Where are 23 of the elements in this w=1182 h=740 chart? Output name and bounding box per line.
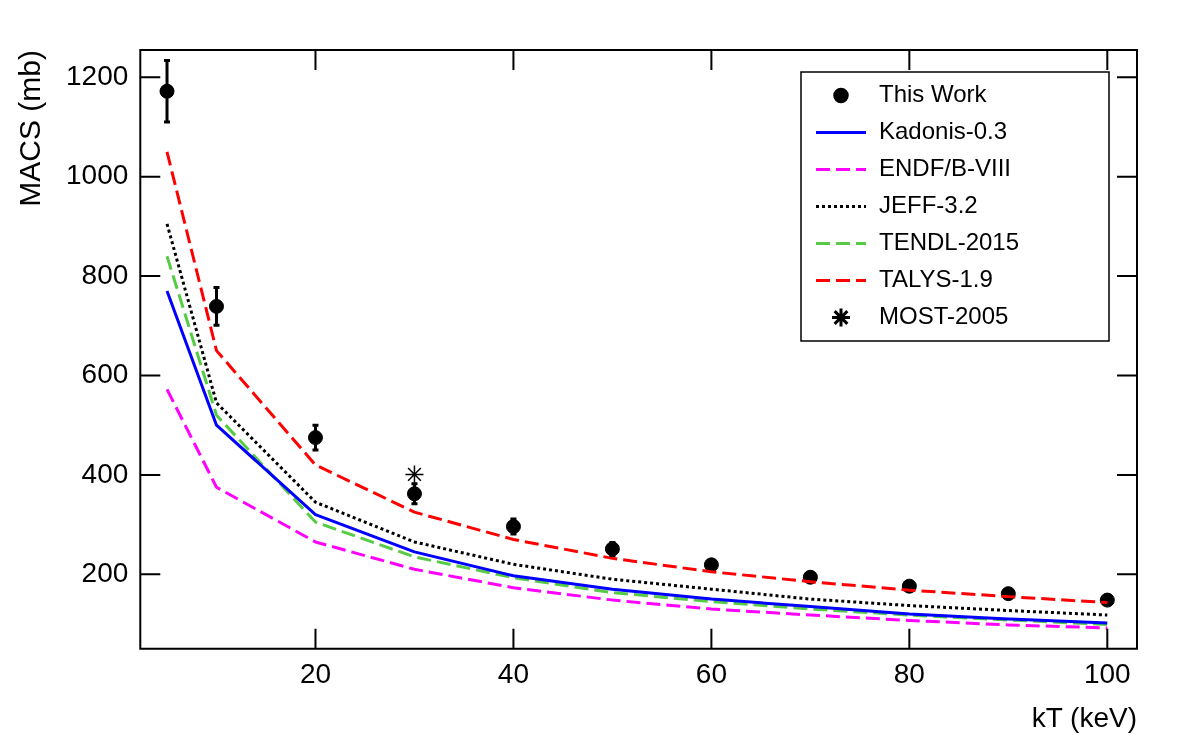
point [703, 557, 719, 573]
x-tick-label: 40 [497, 658, 530, 690]
legend-label: JEFF-3.2 [879, 191, 978, 219]
x-tick-label: 60 [695, 658, 727, 690]
legend-label: ENDF/B-VIII [879, 154, 1012, 182]
legend-label: Kadonis-0.3 [879, 117, 1008, 145]
y-tick-label: 1000 [65, 159, 129, 191]
legend-label: MOST-2005 [879, 302, 1009, 330]
y-axis-title: MACS (mb) [13, 50, 47, 207]
line-series [165, 387, 1109, 630]
legend-label: TENDL-2015 [879, 228, 1020, 256]
x-tick-label: 20 [299, 658, 332, 690]
y-tick-label: 600 [81, 358, 129, 390]
legend-label: TALYS-1.9 [879, 265, 993, 293]
x-tick-label: 80 [893, 658, 925, 690]
y-tick-label: 1200 [65, 60, 129, 92]
y-tick-label: 200 [81, 556, 129, 588]
y-tick-label: 800 [81, 258, 129, 290]
y-tick-label: 400 [81, 457, 129, 489]
point [404, 464, 425, 485]
x-tick-label: 100 [1083, 658, 1131, 690]
legend-label: This Work [879, 80, 988, 108]
x-axis-title: kT (keV) [1031, 701, 1137, 733]
